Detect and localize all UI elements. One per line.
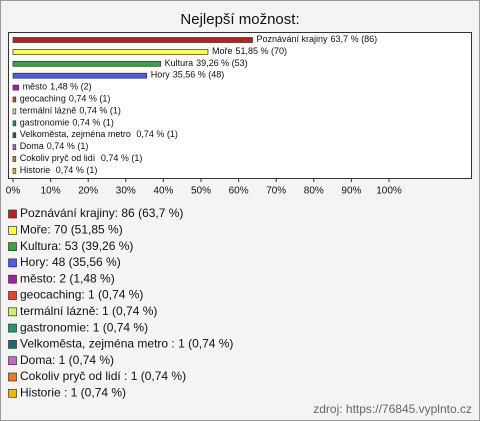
- bar: [12, 168, 17, 174]
- bar: [12, 72, 148, 79]
- legend-swatch: [8, 242, 17, 251]
- bar-value-label: 0,74 % (1): [56, 165, 98, 175]
- bar: [12, 156, 17, 162]
- bar: [12, 60, 161, 67]
- bar: [12, 108, 17, 115]
- bar-label: Velkoměsta, zejména metro 0,74 % (1): [20, 130, 178, 140]
- legend-label: Velkoměsta, zejména metro : 1 (0,74 %): [20, 337, 233, 351]
- bar-category: Moře: [212, 46, 233, 56]
- x-tick-label: 40%: [153, 186, 173, 197]
- bar-value-label: 0,74 % (1): [69, 94, 111, 104]
- legend-label: termální lázně: 1 (0,74 %): [20, 304, 157, 318]
- bar: [12, 37, 253, 43]
- bar: [12, 96, 17, 103]
- legend-label: Hory: 48 (35,56 %): [20, 255, 121, 269]
- legend-swatch: [8, 356, 17, 366]
- bar-label: gastronomie 0,74 % (1): [20, 118, 114, 128]
- legend-label: město: 2 (1,48 %): [20, 271, 115, 285]
- x-tick-label: 20%: [78, 186, 98, 197]
- legend-label: geocaching: 1 (0,74 %): [20, 288, 143, 302]
- bar-category: Hory: [151, 70, 171, 80]
- x-tick-label: 30%: [116, 186, 136, 197]
- legend-swatch: [8, 209, 17, 219]
- bar: [12, 132, 17, 139]
- legend-label: Moře: 70 (51,85 %): [20, 222, 123, 236]
- bar-category: Historie: [20, 165, 53, 175]
- legend-swatch: [8, 274, 17, 284]
- x-tick-label: 60%: [229, 186, 249, 197]
- bar-value-label: 1,48 % (2): [50, 82, 92, 92]
- x-tick-label: 80%: [304, 186, 324, 197]
- bar-value-label: 39,26 % (53): [196, 58, 248, 68]
- legend-swatch: [8, 388, 17, 398]
- x-tick-label: 0%: [6, 186, 21, 197]
- bar-category: Velkoměsta, zejména metro: [20, 130, 134, 140]
- bar-value-label: 0,74 % (1): [72, 118, 114, 128]
- bar-label: Kultura 39,26 % (53): [165, 58, 248, 68]
- bar-label: Moře 51,85 % (70): [212, 46, 287, 56]
- bar-label: termální lázně 0,74 % (1): [20, 106, 121, 116]
- legend-label: Historie : 1 (0,74 %): [20, 385, 126, 399]
- legend-swatch: [8, 323, 17, 333]
- bar-label: Cokoliv pryč od lidí 0,74 % (1): [20, 153, 143, 163]
- bar-category: Doma: [20, 141, 44, 151]
- bar-label: geocaching 0,74 % (1): [20, 94, 111, 104]
- bar-category: Kultura: [165, 58, 194, 68]
- x-tick-label: 50%: [191, 186, 211, 197]
- bar: [12, 49, 209, 55]
- bar-category: Poznávání krajiny: [257, 34, 329, 44]
- legend-swatch: [8, 307, 17, 317]
- bar-label: město 1,48 % (2): [23, 82, 92, 92]
- legend-label: Cokoliv pryč od lidí : 1 (0,74 %): [20, 369, 186, 383]
- legend-swatch: [8, 225, 17, 235]
- bar: [12, 144, 17, 150]
- bar-value-label: 0,74 % (1): [136, 130, 178, 140]
- legend-swatch: [8, 340, 17, 349]
- bar-value-label: 63,7 % (86): [331, 34, 378, 44]
- bar-label: Doma 0,74 % (1): [20, 141, 89, 151]
- bar-value-label: 0,74 % (1): [79, 106, 121, 116]
- legend-swatch: [8, 372, 17, 382]
- legend-swatch: [8, 291, 17, 300]
- bar-value-label: 0,74 % (1): [47, 141, 89, 151]
- legend-swatch: [8, 258, 17, 268]
- bar-value-label: 0,74 % (1): [101, 153, 143, 163]
- bar: [12, 84, 19, 91]
- x-tick-label: 10%: [41, 186, 61, 197]
- bar-value-label: 35,56 % (48): [173, 70, 225, 80]
- legend-label: Poznávání krajiny: 86 (63,7 %): [20, 206, 183, 220]
- bar-label: Poznávání krajiny 63,7 % (86): [257, 34, 378, 44]
- x-tick-label: 100%: [376, 186, 402, 197]
- bar-category: gastronomie: [20, 118, 70, 128]
- bar-label: Historie 0,74 % (1): [20, 165, 98, 175]
- bar-category: Cokoliv pryč od lidí: [20, 153, 98, 163]
- bar: [12, 120, 17, 127]
- bar-category: město: [23, 82, 48, 92]
- legend-label: gastronomie: 1 (0,74 %): [20, 320, 148, 334]
- bar-category: termální lázně: [20, 106, 77, 116]
- x-tick-label: 70%: [266, 186, 286, 197]
- legend-label: Kultura: 53 (39,26 %): [20, 239, 133, 253]
- bar-category: geocaching: [20, 94, 66, 104]
- x-tick-label: 90%: [341, 186, 361, 197]
- legend-label: Doma: 1 (0,74 %): [20, 353, 114, 367]
- plot-area: [8, 32, 472, 179]
- chart-title: Nejlepší možnost:: [180, 11, 299, 28]
- bar-value-label: 51,85 % (70): [235, 46, 287, 56]
- source: zdroj: https://76845.vyplnto.cz: [313, 402, 472, 416]
- bar-label: Hory 35,56 % (48): [151, 70, 225, 80]
